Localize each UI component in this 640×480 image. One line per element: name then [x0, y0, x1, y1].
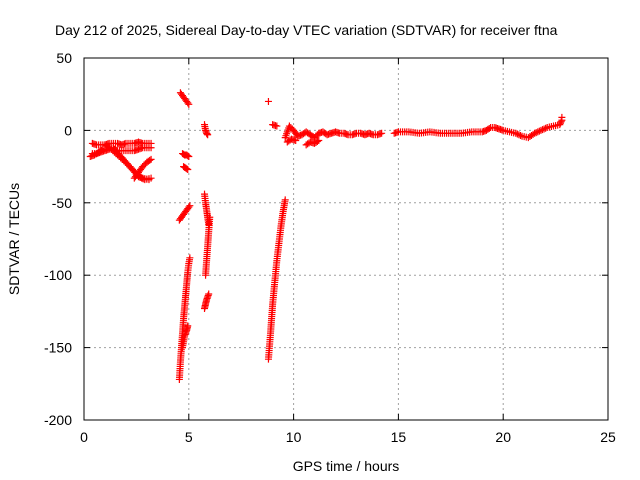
- data-point: [184, 165, 192, 173]
- data-point: [557, 118, 565, 126]
- y-tick-label: -150: [44, 340, 72, 356]
- data-point: [138, 174, 146, 182]
- data-point: [273, 122, 281, 130]
- data-point: [532, 129, 540, 137]
- data-point: [185, 152, 193, 160]
- data-point: [184, 322, 192, 330]
- data-point: [147, 144, 155, 152]
- y-axis-label: SDTVAR / TECUs: [6, 183, 22, 295]
- data-point: [540, 125, 548, 133]
- x-tick-label: 20: [495, 429, 511, 445]
- data-point: [146, 156, 154, 164]
- data-point: [513, 130, 521, 138]
- data-point: [535, 127, 543, 135]
- data-point: [292, 137, 300, 145]
- x-tick-label: 10: [286, 429, 302, 445]
- data-point: [512, 129, 520, 137]
- plot-frame: [83, 57, 609, 421]
- ticks-layer: 0 5 10 15 20 25 -200 -150 -100 -50 0 50: [44, 50, 616, 445]
- data-point: [558, 113, 566, 121]
- x-tick-label: 15: [391, 429, 407, 445]
- data-point: [515, 131, 523, 139]
- x-tick-label: 25: [600, 429, 616, 445]
- data-point: [186, 202, 194, 210]
- data-point: [205, 290, 213, 298]
- data-point: [542, 124, 550, 132]
- data-point: [185, 100, 193, 108]
- x-axis-label: GPS time / hours: [293, 458, 400, 474]
- data-point: [378, 129, 386, 137]
- data-point: [136, 173, 144, 181]
- data-point: [315, 137, 323, 145]
- data-point: [147, 174, 155, 182]
- data-point: [264, 97, 272, 105]
- data-points: [86, 89, 566, 383]
- data-point: [204, 131, 212, 139]
- x-tick-label: 0: [80, 429, 88, 445]
- data-point: [184, 152, 192, 160]
- data-point: [147, 155, 155, 163]
- y-tick-label: 50: [56, 50, 72, 66]
- data-point: [186, 254, 194, 262]
- data-point: [539, 126, 546, 134]
- y-tick-label: -50: [52, 195, 72, 211]
- y-tick-label: -100: [44, 267, 72, 283]
- data-point: [537, 126, 545, 134]
- data-point: [97, 146, 105, 154]
- data-point: [516, 131, 524, 139]
- data-point: [313, 138, 321, 146]
- data-point: [206, 213, 214, 221]
- grid-layer: [84, 58, 608, 420]
- x-tick-label: 5: [185, 429, 193, 445]
- y-tick-label: 0: [64, 122, 72, 138]
- data-point: [183, 165, 191, 173]
- data-point: [99, 145, 107, 153]
- data-point: [531, 129, 539, 137]
- data-point: [281, 196, 289, 204]
- y-tick-label: -200: [44, 412, 72, 428]
- data-point: [184, 99, 192, 107]
- data-point: [485, 124, 493, 132]
- chart-title: Day 212 of 2025, Sidereal Day-to-day VTE…: [55, 22, 558, 38]
- data-point: [185, 203, 193, 211]
- data-point: [534, 128, 542, 136]
